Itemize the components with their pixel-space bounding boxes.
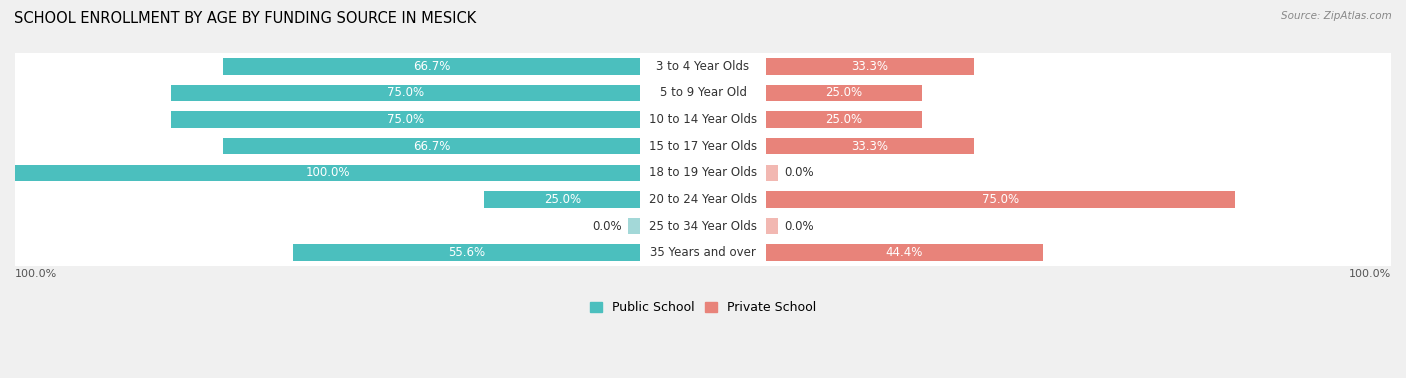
Bar: [765, 85, 922, 101]
Text: Source: ZipAtlas.com: Source: ZipAtlas.com: [1281, 11, 1392, 21]
Text: 3 to 4 Year Olds: 3 to 4 Year Olds: [657, 60, 749, 73]
Bar: [628, 218, 641, 234]
Bar: [15, 133, 1391, 160]
Bar: [15, 106, 1391, 133]
Bar: [15, 213, 1391, 239]
Text: 33.3%: 33.3%: [851, 60, 889, 73]
Text: 5 to 9 Year Old: 5 to 9 Year Old: [659, 87, 747, 99]
Bar: [484, 191, 641, 208]
Bar: [765, 218, 778, 234]
Text: 15 to 17 Year Olds: 15 to 17 Year Olds: [650, 140, 756, 153]
Bar: [15, 239, 1391, 266]
Bar: [765, 58, 974, 74]
Text: 44.4%: 44.4%: [886, 246, 924, 259]
Bar: [172, 85, 641, 101]
Bar: [15, 53, 1391, 80]
Legend: Public School, Private School: Public School, Private School: [585, 296, 821, 319]
Text: 0.0%: 0.0%: [785, 220, 814, 232]
Text: 25.0%: 25.0%: [825, 113, 862, 126]
Text: 35 Years and over: 35 Years and over: [650, 246, 756, 259]
Bar: [15, 80, 1391, 106]
Text: 25.0%: 25.0%: [825, 87, 862, 99]
Bar: [765, 138, 974, 155]
Bar: [15, 186, 1391, 213]
Text: 55.6%: 55.6%: [449, 246, 485, 259]
Text: 100.0%: 100.0%: [15, 269, 58, 279]
Text: 75.0%: 75.0%: [387, 87, 425, 99]
Bar: [765, 191, 1234, 208]
Text: 25 to 34 Year Olds: 25 to 34 Year Olds: [650, 220, 756, 232]
Bar: [15, 160, 1391, 186]
Text: 100.0%: 100.0%: [305, 166, 350, 179]
Bar: [765, 112, 922, 128]
Text: 0.0%: 0.0%: [785, 166, 814, 179]
Text: 66.7%: 66.7%: [413, 140, 450, 153]
Text: 25.0%: 25.0%: [544, 193, 581, 206]
Text: 18 to 19 Year Olds: 18 to 19 Year Olds: [650, 166, 756, 179]
Text: 100.0%: 100.0%: [1348, 269, 1391, 279]
Text: 10 to 14 Year Olds: 10 to 14 Year Olds: [650, 113, 756, 126]
Bar: [765, 164, 778, 181]
Text: 20 to 24 Year Olds: 20 to 24 Year Olds: [650, 193, 756, 206]
Bar: [292, 245, 641, 261]
Text: 0.0%: 0.0%: [592, 220, 621, 232]
Bar: [224, 138, 641, 155]
Text: 66.7%: 66.7%: [413, 60, 450, 73]
Text: 33.3%: 33.3%: [851, 140, 889, 153]
Bar: [172, 112, 641, 128]
Text: SCHOOL ENROLLMENT BY AGE BY FUNDING SOURCE IN MESICK: SCHOOL ENROLLMENT BY AGE BY FUNDING SOUR…: [14, 11, 477, 26]
Text: 75.0%: 75.0%: [387, 113, 425, 126]
Text: 75.0%: 75.0%: [981, 193, 1019, 206]
Bar: [15, 164, 641, 181]
Bar: [765, 245, 1043, 261]
Bar: [224, 58, 641, 74]
